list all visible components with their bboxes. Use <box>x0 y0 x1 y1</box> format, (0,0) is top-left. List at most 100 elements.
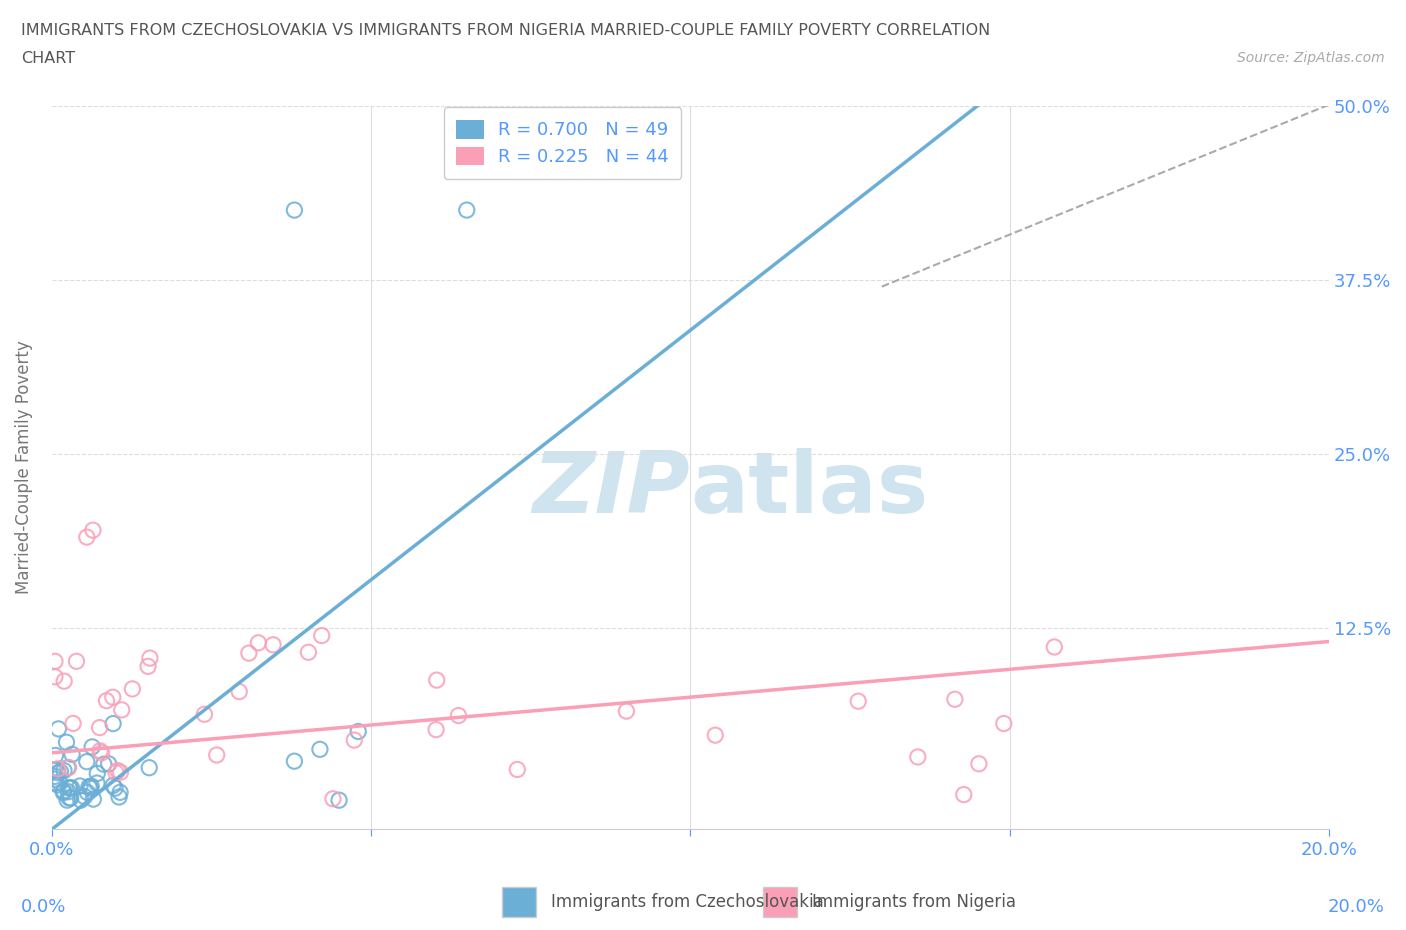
Point <box>58 784 80 799</box>
Point <box>247 635 270 650</box>
Point <box>447 708 470 723</box>
Text: Source: ZipAtlas.com: Source: ZipAtlas.com <box>1237 51 1385 65</box>
Point <box>44 654 66 669</box>
Point <box>62 716 84 731</box>
Point <box>110 764 132 779</box>
Point <box>90 746 112 761</box>
Point <box>49 764 72 779</box>
Point <box>993 716 1015 731</box>
Point <box>1043 640 1066 655</box>
Point <box>44 748 66 763</box>
Point <box>426 672 449 687</box>
Point <box>55 735 77 750</box>
Point <box>69 778 91 793</box>
Point <box>46 765 69 780</box>
Y-axis label: Married-Couple Family Poverty: Married-Couple Family Poverty <box>15 340 32 594</box>
Point <box>96 693 118 708</box>
Point <box>343 733 366 748</box>
Point <box>80 778 103 793</box>
Point <box>60 780 83 795</box>
Point <box>44 763 66 777</box>
Point <box>82 791 104 806</box>
Point <box>73 790 96 804</box>
Point <box>101 778 124 793</box>
Text: Immigrants from Nigeria: Immigrants from Nigeria <box>813 893 1017 911</box>
Point <box>93 757 115 772</box>
Point <box>52 784 75 799</box>
Point <box>283 203 305 218</box>
Point <box>56 792 79 807</box>
Point <box>347 724 370 739</box>
Point <box>616 704 638 719</box>
Point <box>952 787 974 802</box>
Point <box>311 628 333 643</box>
Point <box>297 644 319 659</box>
Point <box>48 776 70 790</box>
Point <box>44 776 66 790</box>
Point <box>138 760 160 775</box>
Point <box>86 776 108 790</box>
Text: IMMIGRANTS FROM CZECHOSLOVAKIA VS IMMIGRANTS FROM NIGERIA MARRIED-COUPLE FAMILY : IMMIGRANTS FROM CZECHOSLOVAKIA VS IMMIGR… <box>21 23 990 38</box>
Point <box>846 694 869 709</box>
Point <box>309 742 332 757</box>
Point <box>44 670 66 684</box>
Point <box>76 785 98 800</box>
Point <box>322 791 344 806</box>
Point <box>44 772 66 787</box>
Point <box>262 637 284 652</box>
Point <box>104 780 127 795</box>
Point <box>69 792 91 807</box>
Point <box>86 766 108 781</box>
Point <box>104 765 127 780</box>
Point <box>139 651 162 666</box>
Point <box>79 781 101 796</box>
Point <box>193 707 215 722</box>
FancyBboxPatch shape <box>762 887 797 917</box>
Point <box>107 763 129 777</box>
Point <box>456 203 478 218</box>
Text: atlas: atlas <box>690 447 928 531</box>
Point <box>89 743 111 758</box>
Point <box>76 754 98 769</box>
Point <box>48 722 70 737</box>
Point <box>101 690 124 705</box>
Point <box>228 684 250 699</box>
Legend: R = 0.700   N = 49, R = 0.225   N = 44: R = 0.700 N = 49, R = 0.225 N = 44 <box>444 108 682 179</box>
Text: CHART: CHART <box>21 51 75 66</box>
Point <box>89 720 111 735</box>
Point <box>108 790 131 804</box>
Point <box>97 756 120 771</box>
Point <box>58 780 80 795</box>
Point <box>121 682 143 697</box>
Point <box>238 645 260 660</box>
Point <box>967 756 990 771</box>
Text: 0.0%: 0.0% <box>21 897 66 916</box>
Text: ZIP: ZIP <box>533 447 690 531</box>
Point <box>425 723 447 737</box>
Point <box>108 785 131 800</box>
Point <box>101 716 124 731</box>
Point <box>46 762 69 777</box>
Point <box>506 762 529 777</box>
Point <box>76 530 98 545</box>
Point <box>205 748 228 763</box>
Text: Immigrants from Czechoslovakia: Immigrants from Czechoslovakia <box>551 893 824 911</box>
FancyBboxPatch shape <box>502 887 537 917</box>
Point <box>58 760 80 775</box>
Point <box>60 747 83 762</box>
Point <box>77 779 100 794</box>
Text: 20.0%: 20.0% <box>1329 897 1385 916</box>
Point <box>328 792 350 807</box>
Point <box>943 692 966 707</box>
Point <box>56 760 79 775</box>
Point <box>46 777 69 792</box>
Point <box>44 769 66 784</box>
Point <box>53 764 76 778</box>
Point <box>65 654 87 669</box>
Point <box>52 785 75 800</box>
Point <box>283 753 305 768</box>
Point <box>111 702 134 717</box>
Point <box>58 790 80 805</box>
Point <box>53 673 76 688</box>
Point <box>59 790 82 805</box>
